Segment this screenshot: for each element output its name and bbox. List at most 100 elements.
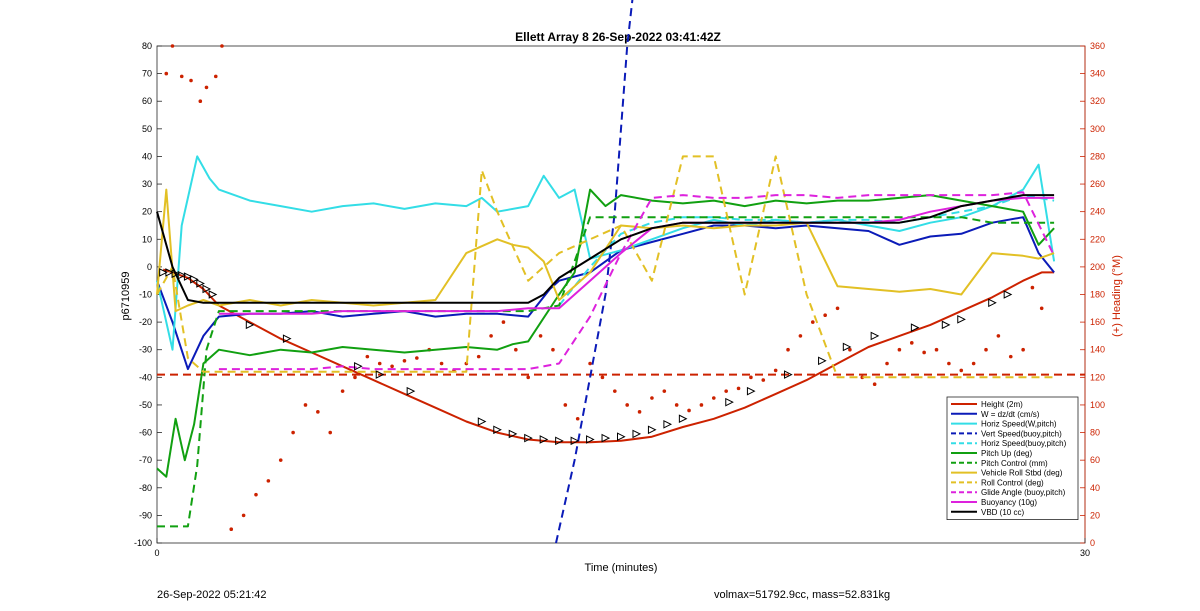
height-marker: [508, 429, 518, 439]
y-right-tick-label: 0: [1090, 538, 1095, 548]
legend-entry: VBD (10 cc): [981, 508, 1024, 517]
heading-point: [736, 386, 741, 391]
heading-point: [872, 382, 877, 387]
y-right-tick-label: 20: [1090, 510, 1100, 520]
height-marker: [784, 370, 793, 379]
heading-point: [198, 99, 203, 104]
footer-timestamp: 26-Sep-2022 05:21:42: [157, 589, 267, 601]
height-marker: [632, 429, 642, 439]
heading-point: [538, 334, 543, 338]
y-tick-label: 60: [142, 96, 152, 106]
height-marker: [647, 425, 657, 435]
heading-point: [415, 356, 419, 360]
legend-box: [946, 396, 1079, 520]
heading-point: [476, 354, 481, 359]
y-right-tick-label: 40: [1090, 483, 1100, 493]
heading-point: [761, 378, 766, 382]
heading-point: [588, 361, 592, 366]
height-marker: [406, 386, 416, 396]
y-right-tick-label: 240: [1090, 207, 1105, 217]
heading-point: [996, 334, 1001, 338]
height-marker: [910, 323, 920, 332]
heading-point: [687, 408, 691, 413]
heading-point: [526, 375, 530, 380]
heading-point: [170, 44, 175, 48]
heading-point: [885, 361, 889, 366]
y-tick-label: -30: [139, 345, 152, 355]
height-marker: [177, 270, 187, 280]
heading-point: [291, 430, 295, 435]
y-right-tick-label: 100: [1090, 400, 1105, 410]
height-marker: [663, 419, 673, 429]
legend-entry: Buoyancy (10g): [981, 498, 1037, 507]
heading-point: [377, 361, 382, 366]
heading-point: [340, 389, 345, 393]
legend-entry: W = dz/dt (cm/s): [981, 410, 1040, 419]
heading-point: [179, 74, 184, 79]
heading-point: [1008, 354, 1013, 359]
y-right-tick-label: 120: [1090, 372, 1105, 382]
heading-point: [402, 358, 407, 363]
y-right-tick-label: 340: [1090, 69, 1105, 79]
series-line-glide-angle-buoy-pitch: [218, 191, 1055, 371]
chart-title: Ellett Array 8 26-Sep-2022 03:41:42Z: [515, 30, 721, 44]
heading-point: [501, 320, 506, 324]
series-line-vert-speed-buoy-pitch: [555, 0, 634, 544]
legend-entry: Glide Angle (buoy,pitch): [981, 488, 1066, 497]
y-right-tick-label: 300: [1090, 124, 1105, 134]
heading-point: [1030, 285, 1035, 290]
y-right-tick-label: 160: [1090, 317, 1105, 327]
height-marker: [202, 284, 212, 294]
heading-point: [353, 375, 357, 380]
heading-point: [724, 389, 728, 393]
heading-point: [897, 347, 902, 352]
height-marker: [870, 331, 880, 341]
y-axis-right-label: (+) Heading (°M): [1111, 255, 1123, 337]
series-line-horiz-speed-buoy-pitch: [558, 194, 1055, 307]
heading-point: [390, 364, 394, 369]
heading-point: [204, 85, 209, 90]
heading-point: [699, 403, 704, 407]
y-tick-label: 10: [142, 234, 152, 244]
height-marker: [354, 361, 363, 371]
heading-point: [563, 403, 568, 407]
height-marker: [282, 334, 292, 343]
heading-point: [637, 410, 642, 414]
y-right-tick-label: 220: [1090, 234, 1105, 244]
series-line-pitch-control-mm: [157, 216, 1055, 528]
y-right-tick-label: 60: [1090, 455, 1100, 465]
height-marker: [539, 435, 549, 444]
heading-point: [662, 389, 667, 393]
y-right-tick-label: 180: [1090, 290, 1105, 300]
legend-entry: Height (2m): [981, 400, 1023, 409]
height-marker: [842, 342, 852, 352]
height-marker: [190, 275, 199, 284]
heading-point: [164, 71, 169, 76]
heading-point: [266, 479, 271, 483]
plot-frame: [156, 45, 1086, 544]
heading-point: [514, 347, 518, 352]
heading-point: [947, 361, 951, 366]
y-tick-label: 80: [142, 41, 152, 51]
y-right-tick-label: 360: [1090, 41, 1105, 51]
height-marker: [818, 356, 827, 366]
x-axis-label: Time (minutes): [585, 562, 658, 574]
heading-point: [823, 313, 827, 318]
heading-point: [674, 403, 679, 407]
y-tick-label: -10: [139, 290, 152, 300]
x-tick-label: 0: [154, 548, 159, 558]
heading-point: [810, 320, 815, 324]
y-tick-label: -50: [139, 400, 152, 410]
y-tick-label: 0: [147, 262, 152, 272]
heading-point: [241, 513, 246, 518]
heading-point: [600, 375, 605, 380]
y-tick-label: -70: [139, 455, 152, 465]
height-marker: [165, 268, 174, 277]
y-tick-label: -60: [139, 428, 152, 438]
y-tick-label: -40: [139, 372, 152, 382]
heading-point: [984, 347, 988, 352]
legend-entry: Horiz Speed(buoy,pitch): [981, 439, 1067, 448]
legend-entry: Vert Speed(buoy,pitch): [981, 429, 1062, 438]
height-marker: [941, 320, 951, 330]
